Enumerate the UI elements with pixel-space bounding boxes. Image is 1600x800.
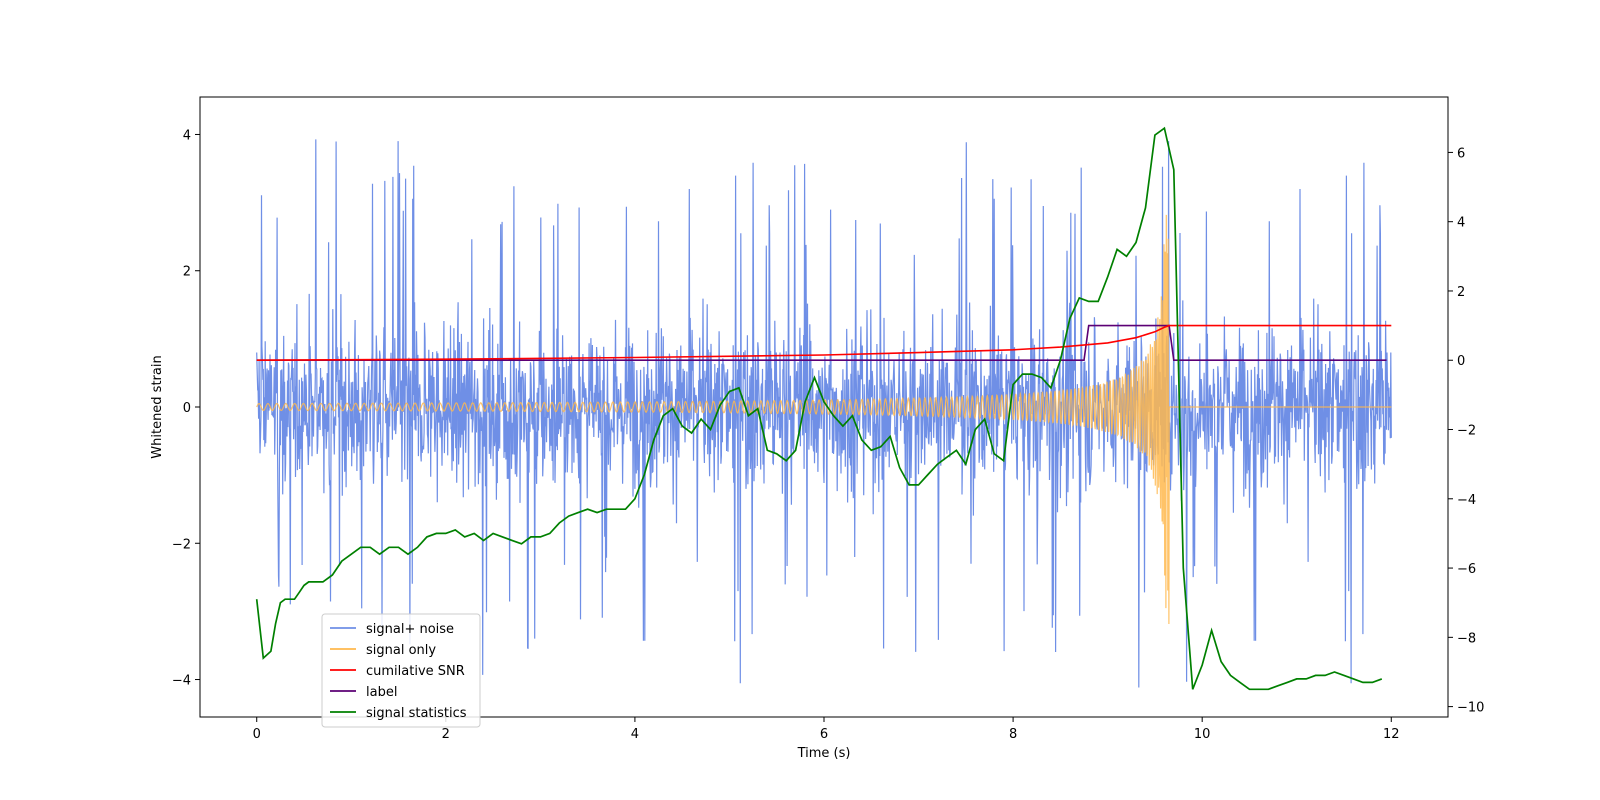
y2-tick-label: −2 bbox=[1457, 424, 1476, 439]
x-tick-label: 12 bbox=[1383, 727, 1400, 742]
y-axis-title: Whitened strain bbox=[150, 355, 165, 458]
series-signal-statistics bbox=[255, 126, 1383, 691]
x-tick-label: 10 bbox=[1194, 727, 1211, 742]
y-tick-label: −2 bbox=[172, 537, 191, 552]
y2-tick-label: −4 bbox=[1457, 493, 1476, 508]
x-tick-label: 8 bbox=[1009, 727, 1017, 742]
series-signal-noise bbox=[256, 139, 1392, 688]
x-tick-label: 4 bbox=[631, 727, 639, 742]
y-tick-label: 0 bbox=[183, 401, 191, 416]
series-cumulative-snr bbox=[256, 324, 1392, 362]
y-tick-label: 2 bbox=[183, 265, 191, 280]
y2-tick-label: −8 bbox=[1457, 631, 1476, 646]
y2-tick-label: 0 bbox=[1457, 354, 1465, 369]
legend: signal+ noise signal only cumilative SNR la… bbox=[321, 613, 481, 728]
axis-layer: 0 2 4 6 8 10 12 −4 −2 0 2 4 −10 −8 −6 −4 −2 0 2 4 6 bbox=[172, 128, 1485, 742]
legend-entry: signal only bbox=[366, 643, 436, 658]
y-tick-label: −4 bbox=[172, 674, 191, 689]
series-layer bbox=[255, 126, 1392, 691]
legend-entry: label bbox=[366, 685, 397, 700]
series-label bbox=[256, 324, 1387, 362]
y2-tick-label: 6 bbox=[1457, 146, 1465, 161]
y2-tick-label: −6 bbox=[1457, 562, 1476, 577]
x-tick-label: 2 bbox=[442, 727, 450, 742]
x-tick-label: 6 bbox=[820, 727, 828, 742]
x-tick-label: 0 bbox=[253, 727, 261, 742]
y2-tick-label: 2 bbox=[1457, 285, 1465, 300]
legend-box bbox=[321, 613, 481, 728]
y2-tick-label: 4 bbox=[1457, 216, 1465, 231]
y-tick-label: 4 bbox=[183, 128, 191, 143]
legend-entry: signal+ noise bbox=[366, 622, 454, 637]
series-signal-only bbox=[256, 214, 1392, 625]
x-axis-title: Time (s) bbox=[797, 746, 851, 761]
legend-entry: cumilative SNR bbox=[366, 664, 465, 679]
legend-entry: signal statistics bbox=[366, 706, 467, 721]
y2-tick-label: −10 bbox=[1457, 701, 1484, 716]
